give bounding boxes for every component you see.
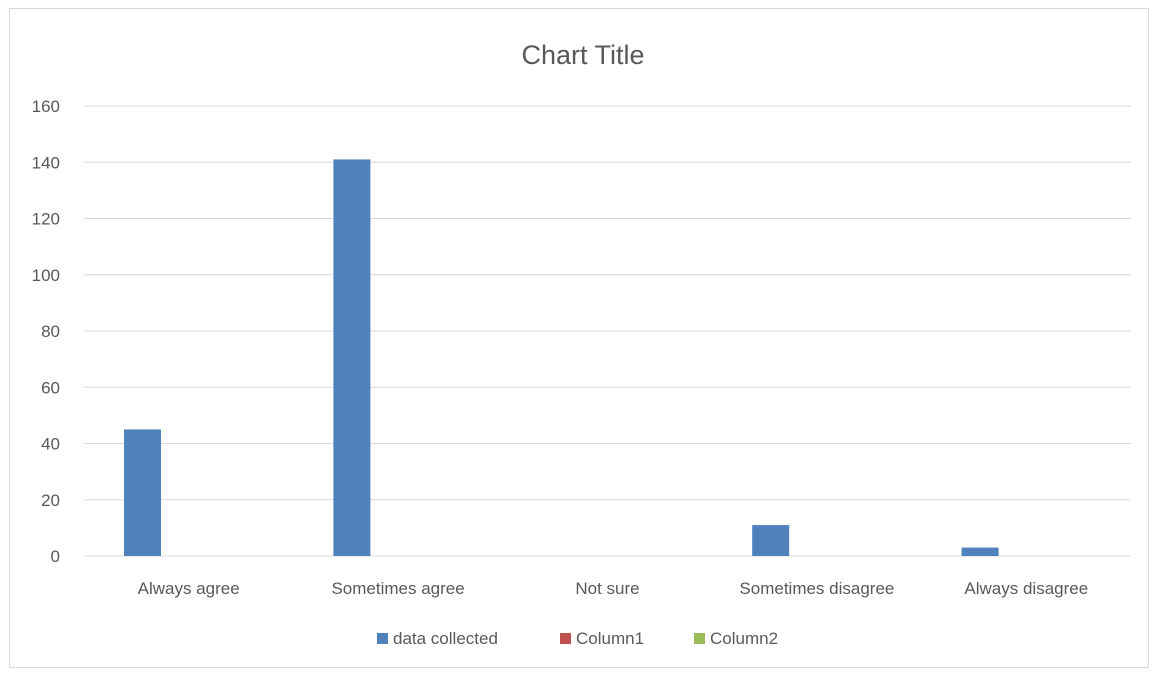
bar-1-4: [752, 525, 790, 556]
bar-1-1: [124, 429, 161, 556]
legend-swatch-2: [560, 633, 571, 644]
y-tick-label: 120: [32, 210, 60, 229]
bars: [124, 159, 999, 556]
x-tick-label: Always agree: [138, 579, 240, 598]
x-axis-tick-labels: Always agree Sometimes agree Not sure Somet…: [138, 579, 1089, 598]
chart-frame: [9, 8, 1149, 668]
legend-swatch-1: [377, 633, 388, 644]
y-tick-label: 20: [41, 491, 60, 510]
bar-1-2: [333, 159, 371, 556]
y-tick-label: 0: [51, 547, 60, 566]
legend-swatch-3: [694, 633, 705, 644]
legend: data collected Column1 Column2: [377, 629, 778, 648]
y-tick-label: 80: [41, 322, 60, 341]
legend-label-3: Column2: [710, 629, 778, 648]
gridlines: [84, 105, 1131, 557]
y-axis-tick-labels: 0 20 40 60 80 100 120 140 160: [32, 97, 60, 566]
y-tick-label: 140: [32, 153, 60, 172]
x-tick-label: Not sure: [575, 579, 639, 598]
x-tick-label: Sometimes agree: [331, 579, 464, 598]
legend-label-1: data collected: [393, 629, 498, 648]
chart-title: Chart Title: [521, 40, 644, 70]
x-tick-label: Always disagree: [964, 579, 1088, 598]
y-tick-label: 40: [41, 435, 60, 454]
legend-label-2: Column1: [576, 629, 644, 648]
y-tick-label: 160: [32, 97, 60, 116]
bar-1-5: [961, 547, 999, 556]
x-tick-label: Sometimes disagree: [739, 579, 894, 598]
y-tick-label: 60: [41, 378, 60, 397]
y-tick-label: 100: [32, 266, 60, 285]
